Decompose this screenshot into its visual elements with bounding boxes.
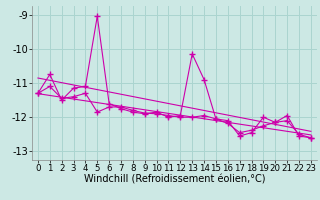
X-axis label: Windchill (Refroidissement éolien,°C): Windchill (Refroidissement éolien,°C) bbox=[84, 175, 265, 185]
